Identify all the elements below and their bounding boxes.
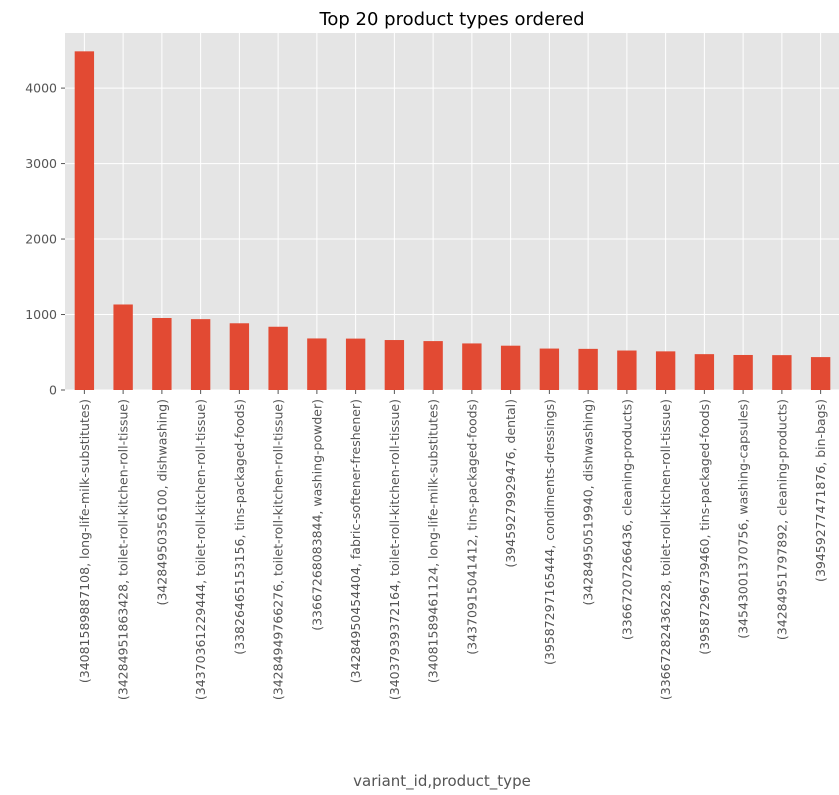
bar (307, 338, 327, 390)
bar (384, 340, 405, 390)
bar (694, 354, 715, 390)
x-axis-label: variant_id,product_type (353, 772, 531, 791)
y-tick-label: 0 (49, 383, 57, 398)
x-tick-label: (34284950519940, dishwashing) (581, 399, 596, 606)
x-tick-label: (39459279929476, dental) (503, 399, 518, 568)
bar (733, 354, 753, 390)
x-tick-label: (34370915041412, tins-packaged-foods) (464, 399, 479, 655)
bars (74, 51, 831, 391)
bar (423, 341, 443, 390)
x-tick-label: (34284951797892, cleaning-products) (774, 399, 789, 640)
y-tick-label: 2000 (25, 232, 57, 247)
chart-title: Top 20 product types ordered (318, 9, 584, 30)
x-tick-label: (34081589461124, long-life-milk-substitu… (426, 399, 441, 683)
bar (617, 350, 637, 390)
x-tick-label: (34284950454404, fabric-softener-freshen… (348, 399, 363, 683)
bar (578, 348, 598, 390)
x-tick-label: (33667282436228, toilet-roll-kitchen-rol… (658, 399, 673, 700)
y-tick-label: 3000 (25, 156, 57, 171)
x-tick-label: (39587296739460, tins-packaged-foods) (697, 399, 712, 655)
x-tick-label: (34284950356100, dishwashing) (154, 399, 169, 606)
x-tick-label: (39587297165444, condiments-dressings) (542, 399, 557, 665)
y-tick-label: 4000 (25, 81, 57, 96)
bar (190, 319, 211, 390)
bar (539, 348, 560, 390)
x-tick-label: (33667207266436, cleaning-products) (619, 399, 634, 640)
y-tick-label: 1000 (25, 307, 57, 322)
bar (229, 323, 250, 390)
bar (74, 51, 95, 391)
x-axis-ticks: (34081589887108, long-life-milk-substitu… (77, 390, 828, 700)
bar (810, 357, 831, 390)
x-tick-label: (34037939372164, toilet-roll-kitchen-rol… (387, 399, 402, 700)
x-tick-label: (34284951863428, toilet-roll-kitchen-rol… (116, 399, 131, 700)
x-tick-label: (34284949766276, toilet-roll-kitchen-rol… (271, 399, 286, 700)
gridlines (65, 33, 839, 391)
x-tick-label: (39459277471876, bin-bags) (813, 399, 828, 582)
bar (345, 338, 366, 390)
bar (655, 351, 676, 390)
bar (152, 317, 172, 390)
plot-area (65, 33, 839, 390)
x-tick-label: (34543001370756, washing-capsules) (736, 399, 751, 639)
bar (462, 343, 482, 390)
bar (772, 355, 792, 390)
x-tick-label: (33667268083844, washing-powder) (309, 399, 324, 631)
bar (500, 345, 521, 390)
bar (113, 304, 133, 390)
bar (268, 326, 288, 390)
x-tick-label: (33826465153156, tins-packaged-foods) (232, 399, 247, 655)
x-tick-label: (34081589887108, long-life-milk-substitu… (77, 399, 92, 683)
x-tick-label: (34370361229444, toilet-roll-kitchen-rol… (193, 399, 208, 700)
y-axis-ticks: 0 1000 2000 3000 4000 (25, 81, 65, 398)
